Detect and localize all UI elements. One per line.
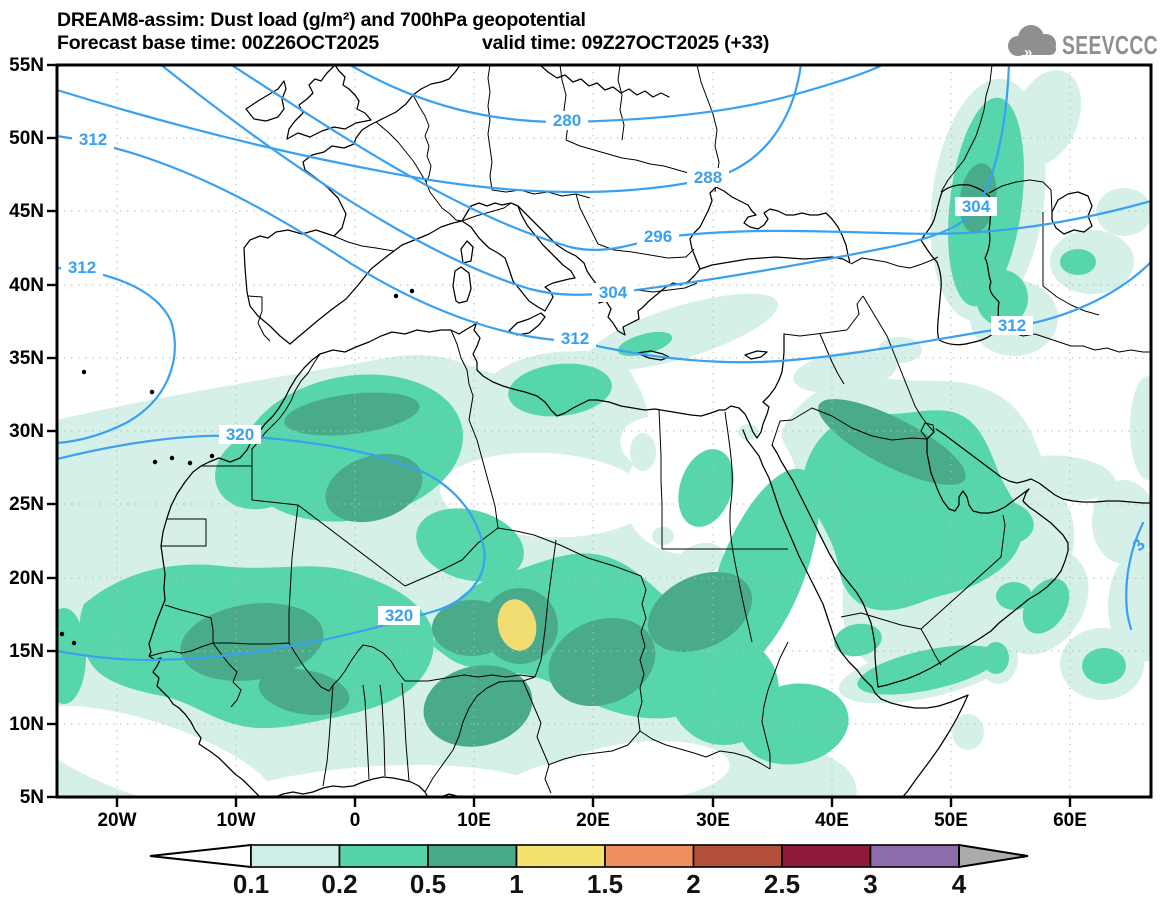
lat-label: 30N — [9, 421, 44, 442]
contour-label: 312 — [79, 130, 107, 149]
contour-labels: 312 312 280 288 296 304 312 304 312 320 … — [61, 111, 1149, 625]
colorbar-tick-label: 0.1 — [233, 869, 269, 899]
lat-label: 5N — [20, 787, 44, 808]
lon-label: 50E — [934, 810, 968, 831]
colorbar-tick-label: 2.5 — [764, 869, 800, 899]
lat-label: 45N — [9, 201, 44, 222]
cloud-arrow-glyph: » — [1024, 44, 1032, 61]
dust-shading-level3 — [180, 163, 997, 747]
colorbar-cell — [250, 844, 341, 868]
lat-label: 15N — [9, 641, 44, 662]
dust-shading-level4-max — [497, 599, 537, 651]
contour-label: 320 — [226, 425, 254, 444]
axis-ticks — [47, 63, 1072, 807]
colorbar-cell — [869, 844, 960, 868]
colorbar-legend: 0.1 0.2 0.5 1 1.5 2 2.5 3 4 — [149, 843, 1029, 899]
contour-label: 288 — [694, 168, 722, 187]
lon-label: 0 — [350, 810, 361, 831]
colorbar-tick-label: 4 — [952, 869, 967, 899]
contour-label: 304 — [599, 283, 628, 302]
colorbar-tick-label: 0.5 — [410, 869, 446, 899]
colorbar-cell — [338, 844, 429, 868]
colorbar-cell — [604, 844, 695, 868]
lon-label: 10W — [216, 810, 255, 831]
logo-text: SEEVCCC — [1062, 30, 1158, 60]
latitude-axis: 55N 50N 45N 40N 35N 30N 25N 20N 15N 10N … — [9, 55, 44, 808]
map-area: 312 312 280 288 296 304 312 304 312 320 … — [57, 65, 1151, 797]
contour-label: 312 — [998, 316, 1026, 335]
lon-label: 60E — [1053, 810, 1087, 831]
lat-label: 10N — [9, 714, 44, 735]
cloud-icon — [1008, 25, 1056, 56]
colorbar-overflow-arrow — [958, 843, 1029, 869]
contour-fragment-right-edge — [1125, 521, 1145, 631]
colorbar-tick-label: 1 — [509, 869, 523, 899]
lat-label: 25N — [9, 494, 44, 515]
lon-label: 30E — [696, 810, 730, 831]
contour-label: 312 — [68, 258, 96, 277]
contour-288 — [57, 65, 802, 194]
colorbar-tick-label: 1.5 — [587, 869, 623, 899]
lon-label: 40E — [815, 810, 849, 831]
colorbar-tick-label: 3 — [863, 869, 877, 899]
page-title: DREAM8-assim: Dust load (g/m²) and 700hP… — [57, 9, 586, 31]
contour-label: 320 — [385, 606, 413, 625]
lat-label: 50N — [9, 128, 44, 149]
contour-label: 312 — [561, 329, 589, 348]
contour-label: 280 — [553, 111, 581, 130]
contour-label: 296 — [644, 227, 672, 246]
longitude-axis: 20W 10W 0 10E 20E 30E 40E 50E 60E — [97, 810, 1086, 831]
lon-label: 10E — [457, 810, 491, 831]
lat-label: 55N — [9, 55, 44, 76]
dust-shading-holes — [57, 328, 1000, 797]
contour-280 — [348, 65, 885, 124]
lat-label: 35N — [9, 348, 44, 369]
contour-312-closed-low — [57, 266, 176, 445]
country-borders — [149, 65, 1151, 794]
lon-label: 20E — [576, 810, 610, 831]
colorbar-cell — [692, 844, 783, 868]
lat-label: 20N — [9, 568, 44, 589]
colorbar-tick-label: 0.2 — [321, 869, 357, 899]
contour-label: 304 — [962, 197, 991, 216]
seevccc-logo: » SEEVCCC — [1008, 25, 1158, 61]
graticule — [57, 65, 1151, 797]
forecast-base-time: Forecast base time: 00Z26OCT2025 — [57, 32, 379, 54]
lon-label: 20W — [97, 810, 136, 831]
valid-time: valid time: 09Z27OCT2025 (+33) — [482, 32, 769, 54]
colorbar-cell — [515, 844, 606, 868]
colorbar-tick-label: 2 — [686, 869, 700, 899]
colorbar-cell — [427, 844, 518, 868]
lat-label: 40N — [9, 275, 44, 296]
colorbar-cell — [781, 844, 872, 868]
